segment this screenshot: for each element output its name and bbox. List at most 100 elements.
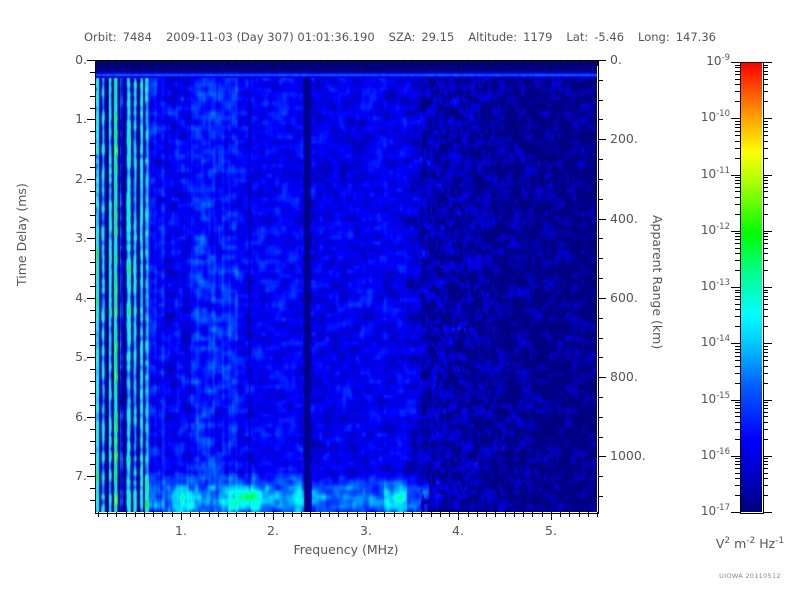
colorbar-minor-tick [763, 236, 768, 237]
y-axis-right-minor-tick [598, 159, 603, 160]
colorbar-minor-tick [735, 464, 740, 465]
x-axis-minor-tick [116, 512, 117, 517]
colorbar-minor-tick [763, 214, 768, 215]
colorbar-minor-tick [763, 473, 768, 474]
colorbar-minor-tick [735, 468, 740, 469]
x-axis-minor-tick [431, 512, 432, 517]
x-axis-top-tick [116, 61, 117, 66]
lat-label: Lat: [566, 30, 589, 44]
y-axis-left-tick-label: 3. [75, 230, 87, 245]
colorbar-minor-tick [735, 352, 740, 353]
y-axis-right-major-tick [598, 456, 606, 457]
x-axis-minor-tick [218, 512, 219, 517]
colorbar-minor-tick [763, 197, 768, 198]
x-axis-top-tick [209, 61, 210, 66]
y-axis-right-major-tick [598, 377, 606, 378]
colorbar-minor-tick [763, 270, 768, 271]
colorbar-minor-tick [763, 248, 768, 249]
x-axis-top-tick [431, 61, 432, 66]
x-axis-minor-tick [329, 512, 330, 517]
colorbar-major-tick [763, 118, 772, 119]
x-axis-minor-tick [199, 512, 200, 517]
y-axis-right-minor-tick [598, 278, 603, 279]
x-axis-top-tick [560, 61, 561, 66]
colorbar-major-tick [731, 400, 740, 401]
y-axis-left-minor-tick [90, 167, 95, 168]
y-axis-left-minor-tick [90, 108, 95, 109]
y-axis-left-minor-tick [90, 155, 95, 156]
colorbar-tick-label: 10-11 [700, 166, 730, 181]
colorbar-minor-tick [735, 253, 740, 254]
y-axis-left-major-tick [87, 119, 95, 120]
colorbar-tick-label: 10-15 [700, 391, 730, 406]
colorbar-minor-tick [763, 243, 768, 244]
x-axis-minor-tick [172, 512, 173, 517]
y-axis-left-major-tick [87, 476, 95, 477]
colorbar-minor-tick [735, 67, 740, 68]
colorbar-minor-tick [763, 84, 768, 85]
y-axis-left-tick-label: 2. [75, 171, 87, 186]
x-axis-minor-tick [255, 512, 256, 517]
colorbar-minor-tick [735, 248, 740, 249]
colorbar-minor-tick [763, 296, 768, 297]
x-axis-top-tick [199, 61, 200, 66]
y-axis-right-minor-tick [598, 437, 603, 438]
y-axis-left-minor-tick [90, 393, 95, 394]
colorbar-minor-tick [763, 461, 768, 462]
y-axis-right-tick-label: 1000. [610, 448, 646, 463]
x-axis-top-tick [551, 61, 552, 69]
x-axis-minor-tick [338, 512, 339, 517]
x-axis-minor-tick [292, 512, 293, 517]
x-axis-major-tick [366, 512, 367, 520]
y-axis-right-minor-tick [598, 338, 603, 339]
y-axis-left-minor-tick [90, 322, 95, 323]
colorbar-major-tick [763, 512, 772, 513]
y-axis-right-tick-label: 800. [610, 369, 638, 384]
x-axis-top-tick [366, 61, 367, 69]
colorbar-minor-tick [763, 79, 768, 80]
ionogram-spectrogram [95, 60, 597, 512]
x-axis-top-tick [588, 61, 589, 66]
institution-credit: UIOWA 20110512 [719, 572, 781, 580]
y-axis-right-minor-tick [598, 80, 603, 81]
colorbar-minor-tick [735, 236, 740, 237]
colorbar-minor-tick [763, 429, 768, 430]
x-axis-minor-tick [384, 512, 385, 517]
x-axis-top-tick [523, 61, 524, 66]
colorbar-minor-tick [763, 253, 768, 254]
x-axis-top-tick [218, 61, 219, 66]
observation-datetime: 2009-11-03 (Day 307) 01:01:36.190 [165, 30, 375, 44]
long-value: 147.36 [675, 30, 716, 44]
y-axis-left-major-tick [87, 417, 95, 418]
y-axis-left-minor-tick [90, 453, 95, 454]
y-axis-left-minor-tick [90, 191, 95, 192]
y-axis-left-major-tick [87, 60, 95, 61]
x-axis-top-tick [384, 61, 385, 66]
colorbar-minor-tick [763, 373, 768, 374]
colorbar-minor-tick [763, 458, 768, 459]
x-axis-minor-tick [283, 512, 284, 517]
colorbar-minor-tick [763, 141, 768, 142]
y-axis-left-minor-tick [90, 488, 95, 489]
colorbar-minor-tick [763, 292, 768, 293]
colorbar-major-tick [731, 343, 740, 344]
colorbar-minor-tick [735, 346, 740, 347]
colorbar-minor-tick [735, 495, 740, 496]
y-axis-right-minor-tick [598, 318, 603, 319]
x-axis-top-tick [495, 61, 496, 66]
x-axis-minor-tick [162, 512, 163, 517]
colorbar-minor-tick [735, 233, 740, 234]
x-axis-top-tick [542, 61, 543, 66]
x-axis-minor-tick [190, 512, 191, 517]
colorbar-major-tick [763, 231, 772, 232]
x-axis-top-tick [403, 61, 404, 66]
x-axis-minor-tick [505, 512, 506, 517]
y-axis-left-minor-tick [90, 286, 95, 287]
colorbar-minor-tick [735, 177, 740, 178]
colorbar-major-tick [731, 62, 740, 63]
colorbar-minor-tick [735, 429, 740, 430]
colorbar-minor-tick [735, 402, 740, 403]
colorbar-minor-tick [763, 299, 768, 300]
colorbar-minor-tick [735, 349, 740, 350]
colorbar-minor-tick [763, 412, 768, 413]
